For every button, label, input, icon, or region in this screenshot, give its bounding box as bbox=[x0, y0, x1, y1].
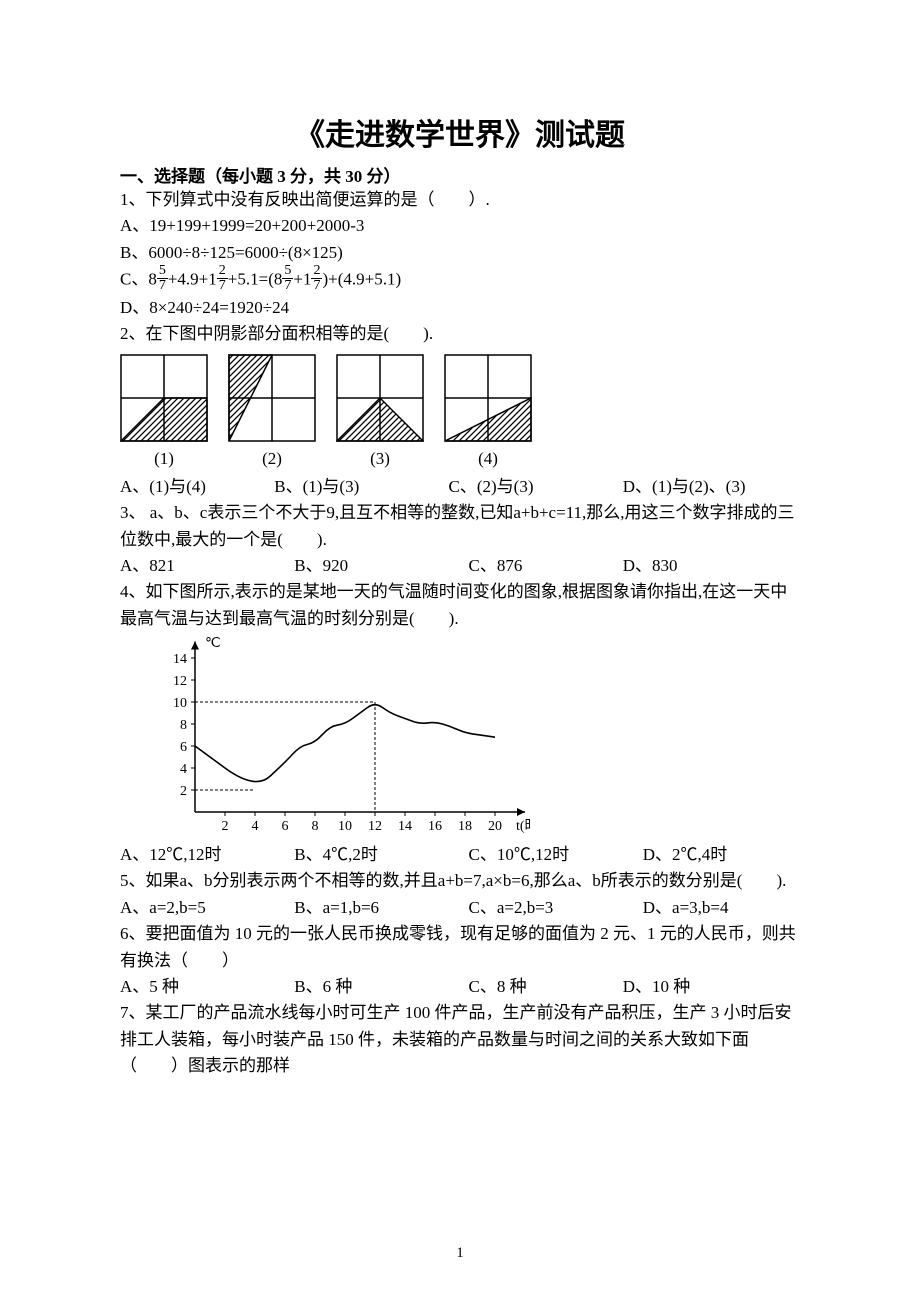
frac-2-7: 27 bbox=[217, 264, 228, 293]
q6-opt-c: C、8 种 bbox=[469, 974, 619, 1000]
q4-opts: A、12℃,12时 B、4℃,2时 C、10℃,12时 D、2℃,4时 bbox=[120, 842, 800, 868]
q1-opt-a: A、19+199+1999=20+200+2000-3 bbox=[120, 213, 800, 239]
figure-4-label: (4) bbox=[444, 446, 532, 472]
svg-text:2: 2 bbox=[180, 784, 187, 799]
question-6: 6、要把面值为 10 元的一张人民币换成零钱，现有足够的面值为 2 元、1 元的… bbox=[120, 921, 800, 1000]
svg-text:4: 4 bbox=[252, 819, 259, 834]
q5-opt-c: C、a=2,b=3 bbox=[469, 895, 639, 921]
svg-text:6: 6 bbox=[282, 819, 289, 834]
q3-opt-d: D、830 bbox=[623, 553, 678, 579]
svg-text:20: 20 bbox=[488, 819, 502, 834]
svg-text:14: 14 bbox=[398, 819, 412, 834]
q3-stem: 3、 a、b、c表示三个不大于9,且互不相等的整数,已知a+b+c=11,那么,… bbox=[120, 500, 800, 553]
figure-1: (1) bbox=[120, 354, 208, 472]
q3-opt-a: A、821 bbox=[120, 553, 290, 579]
frac-5-7: 57 bbox=[157, 264, 168, 293]
q4-opt-c: C、10℃,12时 bbox=[469, 842, 639, 868]
q4-opt-d: D、2℃,4时 bbox=[643, 842, 728, 868]
q2-opt-b: B、(1)与(3) bbox=[274, 474, 444, 500]
q4-stem: 4、如下图所示,表示的是某地一天的气温随时间变化的图象,根据图象请你指出,在这一… bbox=[120, 579, 800, 632]
question-5: 5、如果a、b分别表示两个不相等的数,并且a+b=7,a×b=6,那么a、b所表… bbox=[120, 868, 800, 921]
svg-text:t(时): t(时) bbox=[516, 818, 530, 834]
figure-2: (2) bbox=[228, 354, 316, 472]
section-header: 一、选择题（每小题 3 分，共 30 分） bbox=[120, 162, 800, 187]
svg-text:10: 10 bbox=[338, 819, 352, 834]
question-4: 4、如下图所示,表示的是某地一天的气温随时间变化的图象,根据图象请你指出,在这一… bbox=[120, 579, 800, 868]
figure-3-label: (3) bbox=[336, 446, 424, 472]
q1c-2: +4.9+1 bbox=[168, 269, 217, 288]
page-number: 1 bbox=[0, 1245, 920, 1262]
page-title: 《走进数学世界》测试题 bbox=[120, 110, 800, 154]
q6-opt-d: D、10 种 bbox=[623, 974, 691, 1000]
q1c-5: )+(4.9+5.1) bbox=[322, 269, 401, 288]
q2-opt-d: D、(1)与(2)、(3) bbox=[623, 474, 746, 500]
q6-opt-b: B、6 种 bbox=[294, 974, 464, 1000]
frac-5-7b: 57 bbox=[282, 264, 293, 293]
q1-opt-d: D、8×240÷24=1920÷24 bbox=[120, 295, 800, 321]
q1-opt-c: C、857+4.9+127+5.1=(857+127)+(4.9+5.1) bbox=[120, 266, 800, 295]
q6-stem: 6、要把面值为 10 元的一张人民币换成零钱，现有足够的面值为 2 元、1 元的… bbox=[120, 921, 800, 974]
q1c-1: C、8 bbox=[120, 269, 157, 288]
svg-text:8: 8 bbox=[312, 819, 319, 834]
q1c-3: +5.1=(8 bbox=[228, 269, 283, 288]
figure-2-label: (2) bbox=[228, 446, 316, 472]
q3-opt-b: B、920 bbox=[294, 553, 464, 579]
q6-opts: A、5 种 B、6 种 C、8 种 D、10 种 bbox=[120, 974, 800, 1000]
svg-text:10: 10 bbox=[173, 696, 187, 711]
figure-1-label: (1) bbox=[120, 446, 208, 472]
q5-opt-d: D、a=3,b=4 bbox=[643, 895, 729, 921]
q4-chart: 2 4 6 8 10 12 14 2 4 6 8 10 12 14 16 18 20 ℃ t(时) bbox=[150, 632, 800, 842]
svg-text:12: 12 bbox=[368, 819, 382, 834]
q5-opt-b: B、a=1,b=6 bbox=[294, 895, 464, 921]
q2-opt-a: A、(1)与(4) bbox=[120, 474, 270, 500]
svg-text:16: 16 bbox=[428, 819, 442, 834]
q2-opt-c: C、(2)与(3) bbox=[449, 474, 619, 500]
figure-3: (3) bbox=[336, 354, 424, 472]
q1c-4: +1 bbox=[293, 269, 311, 288]
q2-stem: 2、在下图中阴影部分面积相等的是( ). bbox=[120, 321, 800, 347]
question-1: 1、下列算式中没有反映出简便运算的是（ ）. A、19+199+1999=20+… bbox=[120, 187, 800, 321]
svg-text:14: 14 bbox=[173, 652, 187, 667]
svg-text:4: 4 bbox=[180, 762, 187, 777]
q3-opts: A、821 B、920 C、876 D、830 bbox=[120, 553, 800, 579]
q5-stem: 5、如果a、b分别表示两个不相等的数,并且a+b=7,a×b=6,那么a、b所表… bbox=[120, 868, 800, 894]
question-7: 7、某工厂的产品流水线每小时可生产 100 件产品，生产前没有产品积压，生产 3… bbox=[120, 1000, 800, 1079]
q3-opt-c: C、876 bbox=[469, 553, 619, 579]
svg-text:12: 12 bbox=[173, 674, 187, 689]
svg-text:2: 2 bbox=[222, 819, 229, 834]
q7-stem: 7、某工厂的产品流水线每小时可生产 100 件产品，生产前没有产品积压，生产 3… bbox=[120, 1000, 800, 1079]
q4-opt-b: B、4℃,2时 bbox=[294, 842, 464, 868]
q5-opts: A、a=2,b=5 B、a=1,b=6 C、a=2,b=3 D、a=3,b=4 bbox=[120, 895, 800, 921]
q4-opt-a: A、12℃,12时 bbox=[120, 842, 290, 868]
frac-2-7b: 27 bbox=[311, 264, 322, 293]
question-3: 3、 a、b、c表示三个不大于9,且互不相等的整数,已知a+b+c=11,那么,… bbox=[120, 500, 800, 579]
q2-opts: A、(1)与(4) B、(1)与(3) C、(2)与(3) D、(1)与(2)、… bbox=[120, 474, 800, 500]
svg-text:8: 8 bbox=[180, 718, 187, 733]
svg-text:18: 18 bbox=[458, 819, 472, 834]
q6-opt-a: A、5 种 bbox=[120, 974, 290, 1000]
svg-text:6: 6 bbox=[180, 740, 187, 755]
figure-4: (4) bbox=[444, 354, 532, 472]
question-2: 2、在下图中阴影部分面积相等的是( ). (1) bbox=[120, 321, 800, 500]
svg-text:℃: ℃ bbox=[205, 636, 221, 651]
q5-opt-a: A、a=2,b=5 bbox=[120, 895, 290, 921]
q2-figures: (1) (2) (3) bbox=[120, 354, 800, 472]
q1-stem: 1、下列算式中没有反映出简便运算的是（ ）. bbox=[120, 187, 800, 213]
